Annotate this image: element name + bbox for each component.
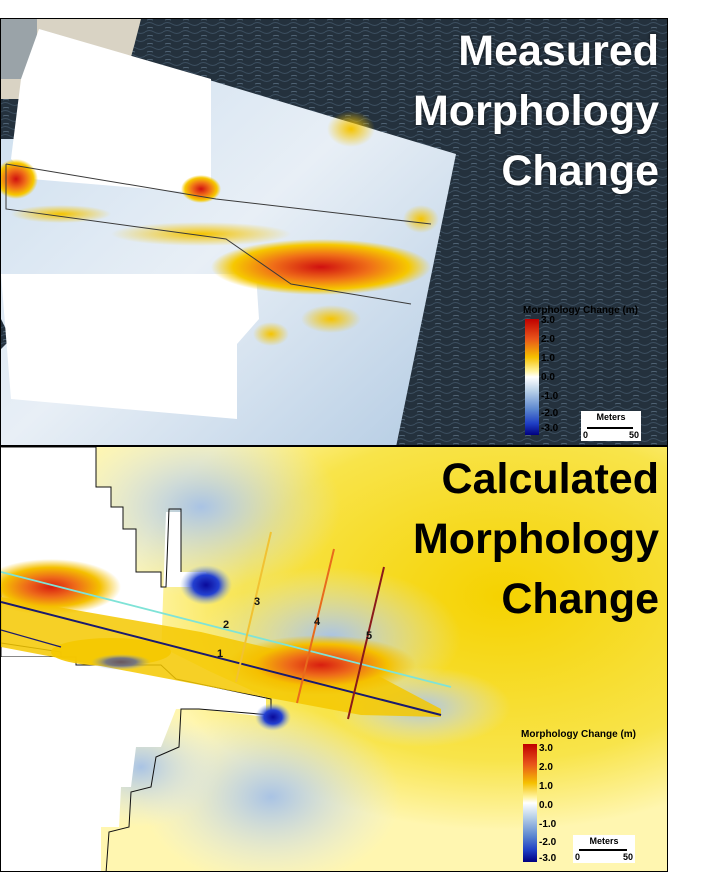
title-line: Change <box>501 575 659 623</box>
legend-title: Morphology Change (m) <box>521 729 636 740</box>
legend-tick: 2.0 <box>539 762 553 773</box>
transect-3-line <box>235 531 272 683</box>
scale-start: 0 <box>575 852 581 862</box>
title-line: Change <box>501 147 659 195</box>
legend-tick: 1.0 <box>541 353 555 364</box>
jetty-mask-south <box>1 274 259 419</box>
scale-end: 50 <box>622 852 633 862</box>
measured-scour-hotspot <box>211 239 431 295</box>
transect-4-line <box>296 548 335 704</box>
channel-centerline <box>1 571 452 688</box>
measured-panel: Measured Morphology Change Morphology Ch… <box>0 18 668 446</box>
legend-tick: -1.0 <box>539 819 557 830</box>
channel-line-upper <box>5 163 432 225</box>
jetty-mask-north <box>11 29 211 194</box>
channel-line-lower <box>5 189 412 305</box>
scour-hole-south <box>255 703 291 731</box>
measured-scale-bar: Meters 0 50 <box>581 411 641 441</box>
legend-tick: -2.0 <box>539 837 557 848</box>
title-line: Morphology <box>412 515 659 563</box>
legend-tick: 0.0 <box>539 800 553 811</box>
scale-label: Meters <box>589 836 619 846</box>
measured-legend: Morphology Change (m) 3.0 2.0 1.0 0.0 -1… <box>523 305 663 435</box>
title-line: Calculated <box>441 455 659 503</box>
transect-label-2: 2 <box>223 619 229 631</box>
channel-boundary-line <box>1 601 442 716</box>
legend-colorbar <box>525 319 539 435</box>
land-mask-south <box>1 647 266 871</box>
legend-tick: 2.0 <box>541 334 555 345</box>
legend-title: Morphology Change (m) <box>523 305 638 316</box>
transect-label-3: 3 <box>254 596 260 608</box>
calculated-scale-bar: Meters 0 50 <box>573 835 635 863</box>
legend-tick: -3.0 <box>539 853 557 864</box>
scale-bar-line <box>579 849 627 851</box>
legend-tick: -1.0 <box>541 391 559 402</box>
measured-title: Measured Morphology Change <box>413 21 659 201</box>
legend-tick: -3.0 <box>541 423 559 434</box>
transect-label-4: 4 <box>314 616 321 628</box>
transect-label-1: 1 <box>217 648 223 660</box>
calculated-legend: Morphology Change (m) 3.0 2.0 1.0 0.0 -1… <box>521 729 666 864</box>
legend-tick: 0.0 <box>541 372 555 383</box>
scour-hole-north <box>180 565 232 605</box>
title-line: Measured <box>458 27 659 75</box>
transect-label-5: 5 <box>366 630 372 642</box>
legend-tick: 3.0 <box>541 315 555 326</box>
legend-tick: 3.0 <box>539 743 553 754</box>
calculated-scour-hotspot <box>226 635 416 695</box>
measured-map <box>1 19 667 445</box>
scale-label: Meters <box>596 412 626 422</box>
calculated-map: 1 2 3 4 5 <box>1 447 667 871</box>
calculated-panel: 1 2 3 4 5 Calculated Morphology Change M… <box>0 446 668 872</box>
legend-tick: 1.0 <box>539 781 553 792</box>
transect-5-line <box>347 566 385 720</box>
scale-end: 50 <box>628 430 639 440</box>
calculated-title: Calculated Morphology Change <box>413 449 659 629</box>
legend-colorbar <box>523 744 537 862</box>
title-line: Morphology <box>412 87 659 135</box>
scale-bar-line <box>587 427 633 429</box>
legend-tick: -2.0 <box>541 408 559 419</box>
scale-start: 0 <box>583 430 589 440</box>
